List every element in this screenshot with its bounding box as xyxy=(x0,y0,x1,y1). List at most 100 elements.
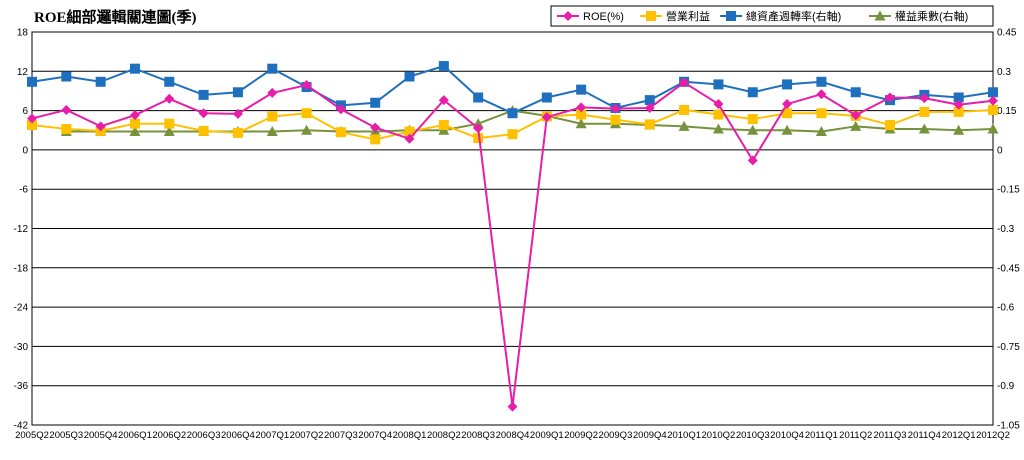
x-tick-label: 2008Q3 xyxy=(461,430,495,441)
x-tick-label: 2010Q3 xyxy=(736,430,770,441)
x-tick-label: 2005Q2 xyxy=(15,430,49,441)
data-point xyxy=(164,76,175,87)
data-point xyxy=(27,76,37,87)
data-point xyxy=(816,108,827,119)
x-tick-label: 2011Q4 xyxy=(908,430,941,441)
left-tick-label: 18 xyxy=(17,28,29,39)
left-tick-label: -30 xyxy=(14,342,29,353)
legend-swatch-marker xyxy=(563,11,573,21)
x-tick-label: 2007Q4 xyxy=(358,430,392,441)
data-point xyxy=(576,102,587,113)
legend: ROE(%) 營業利益 總資產週轉率(右軸) 權益乘數(右軸) xyxy=(550,5,994,27)
data-point xyxy=(953,92,964,103)
data-point xyxy=(404,126,415,137)
right-tick-label: -1.05 xyxy=(997,421,1020,432)
legend-swatch-marker xyxy=(874,10,886,21)
data-point xyxy=(713,79,724,90)
data-point xyxy=(267,87,278,98)
x-tick-label: 2007Q2 xyxy=(290,430,324,441)
data-point xyxy=(61,71,72,82)
right-tick-label: -0.75 xyxy=(997,342,1020,353)
data-point xyxy=(679,104,690,115)
left-tick-label: -6 xyxy=(19,185,28,196)
data-point xyxy=(747,124,759,135)
data-point xyxy=(438,61,449,72)
data-point xyxy=(953,124,965,135)
data-point xyxy=(782,108,793,119)
left-tick-label: 0 xyxy=(22,145,28,156)
data-point xyxy=(438,95,449,106)
data-point xyxy=(163,126,175,137)
left-tick-label: -42 xyxy=(14,421,29,432)
data-point xyxy=(267,63,278,74)
data-point xyxy=(370,97,381,108)
legend-swatch-marker xyxy=(726,11,736,21)
data-point xyxy=(988,104,998,115)
data-point xyxy=(953,99,964,110)
data-point xyxy=(266,126,278,137)
data-point xyxy=(129,63,140,74)
x-tick-label: 2009Q1 xyxy=(530,430,564,441)
x-tick-label: 2006Q3 xyxy=(187,430,221,441)
data-point xyxy=(850,87,861,98)
right-tick-label: -0.45 xyxy=(997,263,1020,274)
legend-label: 總資產週轉率(右軸) xyxy=(746,9,841,23)
right-tick-label: -0.9 xyxy=(997,381,1015,392)
x-tick-label: 2009Q4 xyxy=(633,430,667,441)
x-tick-label: 2010Q2 xyxy=(702,430,736,441)
data-point xyxy=(95,76,106,87)
left-tick-label: -36 xyxy=(14,381,29,392)
series-2 xyxy=(27,61,998,119)
right-tick-label: 0.15 xyxy=(997,106,1017,117)
legend-swatch-marker xyxy=(646,11,656,21)
data-point xyxy=(610,114,621,125)
data-point xyxy=(129,110,140,121)
x-tick-label: 2011Q3 xyxy=(873,430,906,441)
x-tick-label: 2005Q4 xyxy=(84,430,118,441)
data-point xyxy=(644,119,655,130)
data-point xyxy=(782,79,793,90)
x-tick-label: 2012Q1 xyxy=(942,430,976,441)
x-tick-label: 2006Q2 xyxy=(152,430,186,441)
x-tick-label: 2010Q1 xyxy=(667,430,701,441)
data-point xyxy=(747,114,758,125)
left-tick-label: 6 xyxy=(22,106,28,117)
data-point xyxy=(27,113,37,124)
right-tick-label: 0 xyxy=(997,145,1003,156)
x-tick-label: 2011Q1 xyxy=(805,430,838,441)
data-point xyxy=(198,108,209,119)
axis-layer: 18 12 6 0 -6 -12 -18 -24 -30 -36 -42 0.45 0.3 0.15 0 -0… xyxy=(14,28,1021,442)
data-point xyxy=(919,93,930,104)
data-point xyxy=(232,127,243,138)
legend-label: 權益乘數(右軸) xyxy=(895,9,968,23)
data-point xyxy=(507,129,518,140)
legend-item: ROE(%) xyxy=(557,11,624,23)
data-point xyxy=(61,104,72,115)
data-point xyxy=(438,120,449,131)
x-tick-label: 2009Q3 xyxy=(599,430,633,441)
x-tick-label: 2006Q4 xyxy=(221,430,255,441)
right-tick-label: -0.3 xyxy=(997,224,1015,235)
data-point xyxy=(27,120,37,131)
data-point xyxy=(129,118,140,129)
data-point xyxy=(267,111,278,122)
x-tick-label: 2011Q2 xyxy=(839,430,872,441)
data-point xyxy=(61,123,72,134)
series-layer xyxy=(27,61,999,412)
legend-box xyxy=(550,5,994,27)
data-point xyxy=(370,134,381,145)
data-point xyxy=(129,126,141,137)
x-tick-label: 2008Q2 xyxy=(427,430,461,441)
data-point xyxy=(541,112,552,123)
data-point xyxy=(747,87,758,98)
data-point xyxy=(713,99,724,110)
data-point xyxy=(301,108,312,119)
data-point xyxy=(301,124,313,135)
data-point xyxy=(404,133,415,144)
data-point xyxy=(473,133,484,144)
data-point xyxy=(370,122,381,133)
left-tick-label: -24 xyxy=(14,303,29,314)
right-tick-label: -0.6 xyxy=(997,303,1015,314)
data-point xyxy=(679,77,690,88)
right-tick-label: 0.45 xyxy=(997,28,1017,39)
